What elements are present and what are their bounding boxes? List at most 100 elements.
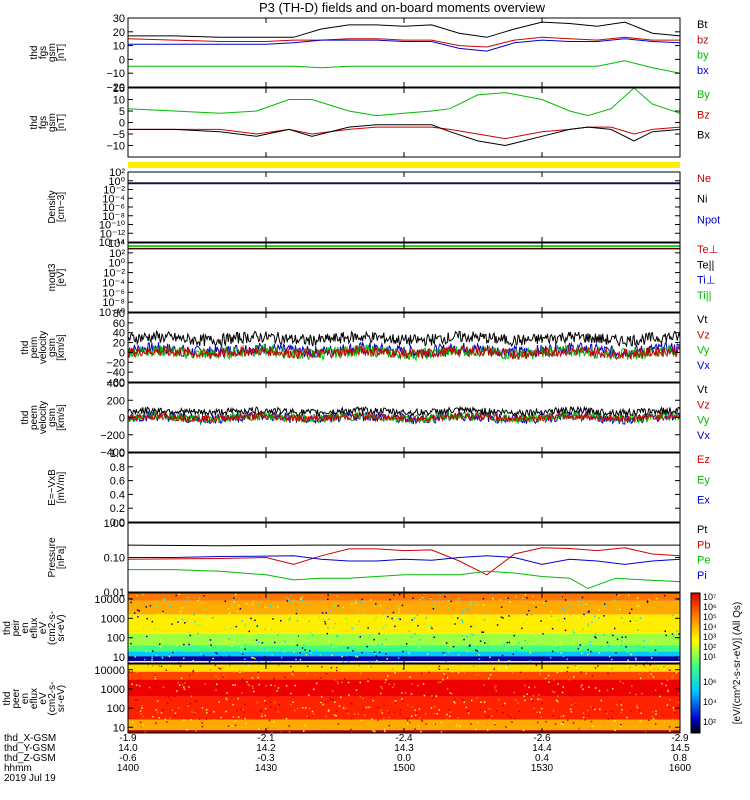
series-Bx [128,124,680,147]
y-tick-label: 10⁻⁴ [102,193,125,205]
series-Bz [128,126,680,140]
y-tick-label: 1000 [101,684,125,696]
status-bar [128,162,680,168]
y-tick-label: 10⁻⁸ [102,211,125,223]
x-row-label: thd_Y-GSM [4,743,55,754]
y-tick-label: −60 [106,377,125,389]
colorbar-tick: 10⁴ [703,622,717,632]
legend-bz: bz [697,34,709,46]
legend-by: by [697,50,709,62]
colorbar-tick: 10² [703,642,716,652]
legend-Ti||: Ti|| [697,290,711,302]
y-tick-label: 0.2 [110,503,125,515]
y-tick-label: 10000 [94,665,125,677]
y-axis-label: thdpeerenefluxeV(cm2-s-sr-eV) [2,682,67,716]
spectrogram-texture [128,593,680,663]
x-tick-hhmm: 1430 [255,763,278,774]
y-tick-label: −10 [106,141,125,153]
panel-1: 30 20 100 −10 −20 thdfgsgsm[nT] Bt bz by bx [29,13,709,94]
y-tick-label: 10⁻⁶ [102,287,125,299]
y-tick-label: 10⁰ [108,258,125,270]
colorbar [690,592,701,734]
y-axis-label: thdfgsgsm[nT] [29,43,67,62]
y-tick-label: 40 [113,328,125,340]
y-tick-label: 30 [113,13,125,25]
y-tick-label: 10⁻¹² [100,228,126,240]
y-tick-label: 15 [113,83,125,95]
series-Pb [128,547,680,576]
x-row-label: hhmm [4,763,32,774]
series-bz [128,36,680,48]
legend-Te⊥: Te⊥ [697,244,718,256]
spectrogram-band [128,600,680,615]
series-Bt [128,21,680,38]
colorbar-tick: 10² [703,717,716,727]
y-tick-label: 0 [119,54,125,66]
y-tick-label: 1000 [101,613,125,625]
colorbar-tick: 10⁶ [703,677,717,687]
panel-frame [127,522,681,593]
legend-bx: bx [697,65,709,77]
x-tick-xgse: -2.9 [671,733,689,744]
y-tick-label: 10⁻¹⁰ [99,307,126,319]
spectrogram-band [128,679,680,697]
legend-Bx: Bx [697,130,710,142]
legend-Vz: Vz [697,399,710,411]
x-tick-hhmm: 1400 [117,763,140,774]
spectrogram-texture [128,664,680,733]
y-tick-label: 10⁻² [103,185,125,197]
legend-Pi: Pi [697,570,707,582]
colorbar-tick: 10⁶ [703,602,717,612]
y-tick-label: 0.10 [104,553,125,565]
series-By [128,88,680,117]
legend-Ez: Ez [697,454,710,466]
x-row-label: 2019 Jul 19 [4,773,56,784]
legend-Te||: Te|| [697,259,714,271]
legend-Vt: Vt [697,314,707,326]
y-tick-label: 400 [107,378,125,390]
series-group [128,88,680,147]
y-tick-label: −20 [106,82,125,94]
y-tick-label: 10 [113,41,125,53]
legend-Vz: Vz [697,329,710,341]
spectrogram-band [128,671,680,680]
panel-frame [127,242,681,313]
y-tick-label: 10⁻² [103,268,125,280]
y-tick-label: 200 [107,395,125,407]
legend-Ti⊥: Ti⊥ [697,275,715,287]
legend-Ne: Ne [697,173,711,185]
x-tick-hhmm: 1500 [393,763,416,774]
y-tick-label: 0 [119,347,125,359]
x-tick-zgse: -0.3 [257,753,275,764]
x-tick-zgse: 0.0 [397,753,411,764]
y-tick-label: 10² [109,248,125,260]
spectrogram-band [128,633,680,646]
y-tick-label: 20 [113,338,125,350]
panel-frame [127,452,681,523]
colorbar-tick: 10⁷ [703,592,716,602]
y-tick-label: 80 [113,308,125,320]
colorbar-tick: 10⁴ [703,697,717,707]
legend-Vx: Vx [697,430,710,442]
y-tick-label: 10 [113,652,125,664]
series-Vz [128,344,680,360]
x-tick-zgse: -0.6 [119,753,137,764]
series-group [128,182,680,185]
x-tick-hhmm: 1530 [531,763,554,774]
y-tick-label: 0 [119,413,125,425]
y-tick-label: −400 [100,447,125,459]
y-tick-label: 5 [119,106,125,118]
legend-Pt: Pt [697,524,707,536]
y-tick-label: 20 [113,27,125,39]
y-tick-label: 10⁴ [108,238,125,250]
legend-Pb: Pb [697,539,710,551]
colorbar-tick: 10⁵ [703,612,717,622]
x-tick-ygse: 14.2 [256,743,276,754]
legend-Vx: Vx [697,360,710,372]
x-tick-ygse: 14.0 [118,743,138,754]
y-tick-label: 10⁻⁶ [102,202,125,214]
